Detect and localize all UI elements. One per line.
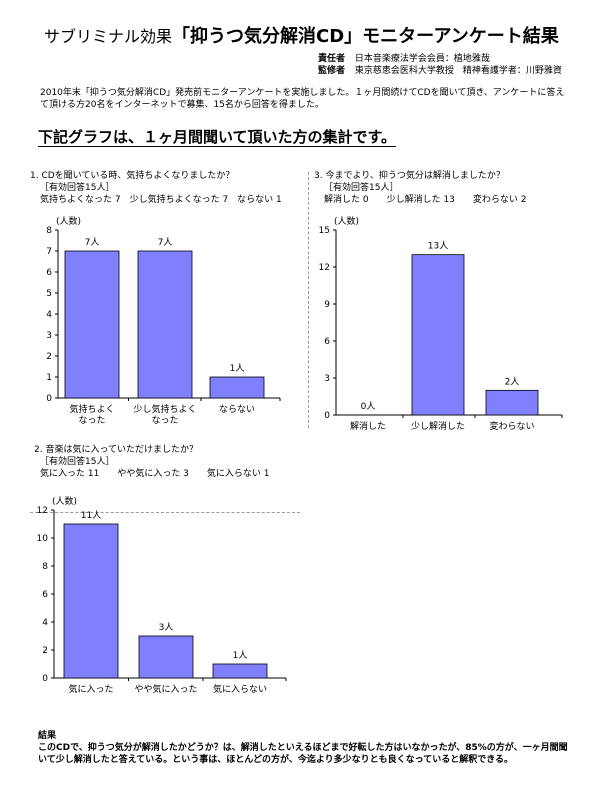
result-heading: 結果: [38, 731, 57, 741]
y-tick-label: 2: [42, 646, 48, 656]
x-category-label: 少し気持ちよく: [133, 403, 196, 415]
y-tick-label: 1: [46, 373, 52, 383]
question-1-valid: ［有効回答15人］: [40, 183, 115, 193]
y-unit-label: (人数): [52, 495, 77, 507]
section-heading-underline: [38, 146, 396, 147]
title-prefix: サブリミナル効果: [44, 27, 173, 46]
x-category-label: 解消した: [350, 420, 386, 432]
supervisor-role: 監修者: [318, 66, 346, 76]
supervisor-name: 東京慈恵会医科大学教授 精神看護学者：川野雅資: [354, 66, 562, 76]
data-label: 1人: [233, 650, 248, 661]
y-tick-label: 6: [42, 590, 48, 600]
y-unit-label: (人数): [334, 215, 359, 227]
data-label: 0人: [361, 401, 376, 412]
result-section: 結果 このCDで、抑うつ気分が解消したかどうか？は、解消したといえるほどまで好転…: [38, 730, 568, 766]
y-unit-label: (人数): [56, 215, 81, 227]
row-divider: [30, 512, 300, 513]
x-category-label: 気に入らない: [213, 683, 267, 695]
bar: [137, 250, 193, 399]
data-label: 3人: [159, 622, 174, 633]
data-label: 1人: [230, 363, 245, 374]
question-2-text: 2. 音楽は気に入っていただけましたか？: [34, 445, 198, 455]
question-2-valid: ［有効回答15人］: [40, 457, 115, 467]
y-tick-label: 0: [324, 411, 330, 421]
question-3-text: 3. 今までより、抑うつ気分は解消しましたか？: [314, 171, 505, 181]
y-tick-label: 0: [46, 394, 52, 404]
y-tick-label: 8: [46, 226, 52, 236]
column-divider: [308, 172, 309, 428]
x-category-label: なった: [78, 415, 105, 426]
data-label: 7人: [85, 237, 100, 248]
y-tick-label: 4: [46, 310, 52, 320]
question-3-valid: ［有効回答15人］: [324, 183, 399, 193]
data-label: 2人: [505, 376, 520, 387]
x-category-label: 変わらない: [489, 420, 534, 432]
y-tick-label: 3: [46, 331, 52, 341]
x-category-label: なった: [151, 415, 178, 426]
bar: [63, 523, 119, 679]
y-tick-label: 0: [42, 674, 48, 684]
responsible-line: 責任者 日本音楽療法学会会員：植地雅哉: [318, 53, 490, 65]
y-tick-label: 3: [324, 374, 330, 384]
x-category-label: やや気に入った: [134, 683, 197, 695]
question-3: 3. 今までより、抑うつ気分は解消しましたか？ ［有効回答15人］ 解消した 0…: [314, 170, 527, 206]
bar: [411, 254, 465, 416]
title-suffix: モニターアンケート結果: [362, 26, 559, 47]
data-label: 7人: [158, 237, 173, 248]
question-3-answers: 解消した 0 少し解消した 13 変わらない 2: [324, 195, 527, 205]
page-title: サブリミナル効果「抑うつ気分解消CD」モニターアンケート結果: [44, 22, 559, 48]
bar: [138, 635, 194, 679]
y-tick-label: 5: [46, 289, 52, 299]
y-tick-label: 7: [46, 247, 52, 257]
question-2: 2. 音楽は気に入っていただけましたか？ ［有効回答15人］ 気に入った 11 …: [34, 444, 270, 480]
question-1: 1. CDを聞いている時、気持ちよくなりましたか？ ［有効回答15人］ 気持ちよ…: [30, 170, 282, 206]
question-1-text: 1. CDを聞いている時、気持ちよくなりましたか？: [30, 171, 235, 181]
y-tick-label: 6: [46, 268, 52, 278]
responsible-role: 責任者: [318, 54, 346, 64]
bar: [209, 376, 265, 399]
y-tick-label: 8: [42, 562, 48, 572]
question-1-answers: 気持ちよくなった 7 少し気持ちよくなった 7 ならない 1: [40, 195, 282, 205]
y-tick-label: 6: [324, 337, 330, 347]
result-text: このCDで、抑うつ気分が解消したかどうか？は、解消したといえるほどまで好転した方…: [38, 743, 568, 765]
x-category-label: 少し解消した: [411, 420, 465, 432]
data-label: 13人: [428, 241, 448, 252]
question-2-answers: 気に入った 11 やや気に入った 3 気に入らない 1: [40, 469, 270, 479]
y-tick-label: 10: [37, 534, 49, 544]
intro-text: 2010年末「抑うつ気分解消CD」発売前モニターアンケートを実施しました。１ヶ月…: [40, 88, 565, 110]
section-heading: 下記グラフは、１ヶ月間聞いて頂いた方の集計です。: [38, 128, 397, 146]
x-category-label: 気持ちよく: [69, 403, 114, 415]
x-category-label: 気に入った: [68, 683, 113, 695]
bar: [212, 663, 268, 679]
bar: [485, 389, 539, 416]
data-label: 11人: [81, 510, 101, 521]
y-tick-label: 4: [42, 618, 48, 628]
y-tick-label: 15: [319, 226, 330, 236]
responsible-name: 日本音楽療法学会会員：植地雅哉: [354, 54, 490, 64]
title-main: 「抑うつ気分解消CD」: [172, 26, 363, 47]
y-tick-label: 9: [324, 300, 330, 310]
bar: [64, 250, 120, 399]
supervisor-line: 監修者 東京慈恵会医科大学教授 精神看護学者：川野雅資: [318, 65, 562, 77]
x-category-label: ならない: [219, 404, 255, 415]
y-tick-label: 12: [37, 506, 48, 516]
y-tick-label: 2: [46, 352, 52, 362]
y-tick-label: 12: [319, 263, 330, 273]
